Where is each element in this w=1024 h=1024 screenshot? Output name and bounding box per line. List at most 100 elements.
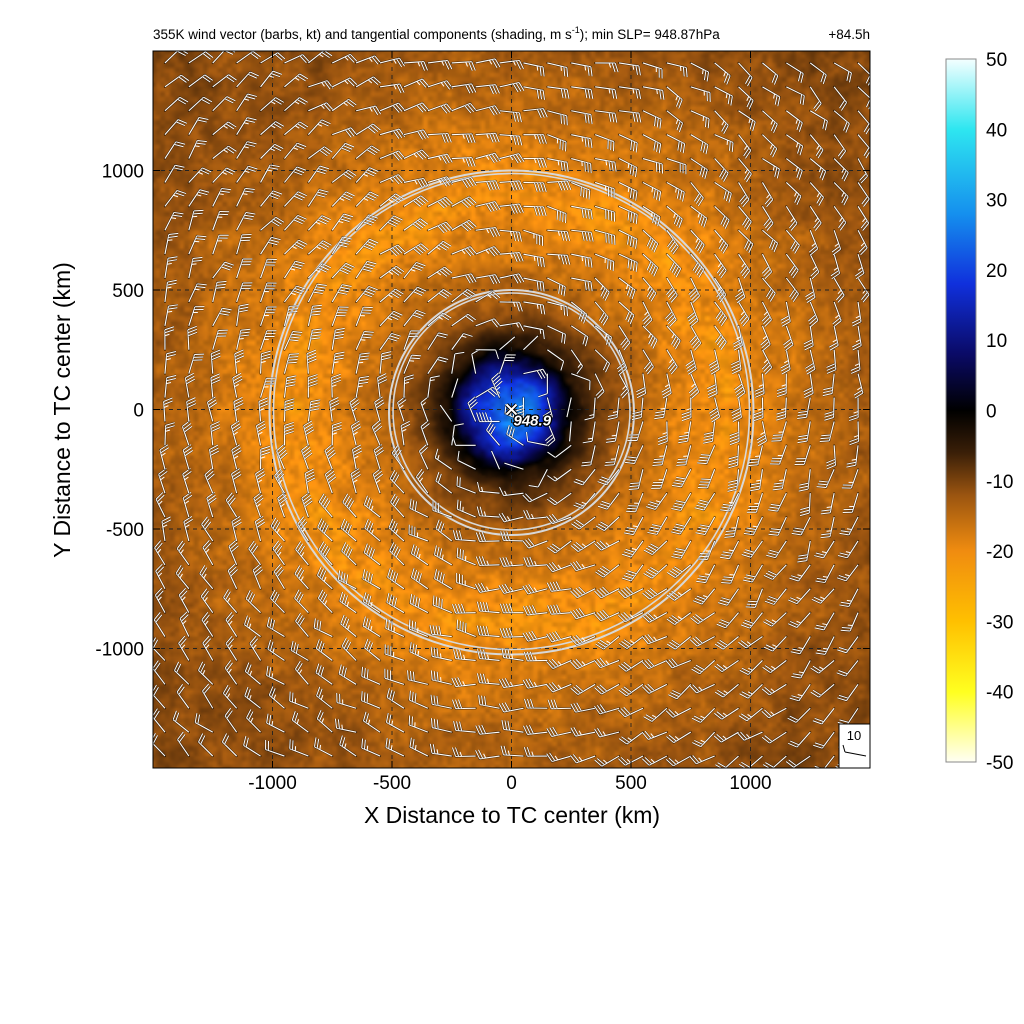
wind-barb <box>283 96 309 112</box>
wind-barb <box>283 352 300 375</box>
wind-barb <box>617 611 645 623</box>
wind-barb <box>331 53 358 65</box>
wind-barb <box>746 492 764 514</box>
wind-barb <box>767 492 788 513</box>
wind-barb <box>569 726 597 738</box>
wind-barb <box>570 276 594 292</box>
wind-barb <box>825 444 837 470</box>
wind-barb <box>331 98 357 112</box>
wind-barb <box>408 715 429 734</box>
wind-barb <box>300 443 313 471</box>
wind-barb <box>433 545 453 566</box>
wind-barb <box>235 303 249 327</box>
wind-barb <box>155 491 167 519</box>
wind-barb <box>761 85 781 107</box>
wind-barb <box>761 276 777 302</box>
wind-barb <box>391 444 406 471</box>
wind-barb <box>406 670 429 686</box>
wind-barb <box>641 300 654 328</box>
wind-barb <box>570 157 593 174</box>
wind-barb <box>594 85 618 100</box>
wind-barb <box>331 283 352 304</box>
wind-barb <box>378 82 405 94</box>
wind-barb <box>378 57 406 68</box>
wind-barb <box>542 396 554 423</box>
wind-barb <box>794 444 812 466</box>
wind-barb <box>307 118 331 136</box>
wind-barb <box>546 444 573 459</box>
wind-barb <box>665 181 686 202</box>
wind-barb <box>651 468 668 490</box>
wind-barb <box>833 109 851 133</box>
wind-barb <box>265 665 286 686</box>
wind-barb <box>787 731 812 749</box>
wind-barb <box>450 288 476 304</box>
wind-barb <box>617 109 642 123</box>
wind-barb <box>737 253 751 279</box>
range-ring-inner <box>392 292 631 531</box>
wind-barb <box>490 449 501 471</box>
wind-barb <box>355 104 382 116</box>
wind-barb <box>667 683 692 700</box>
wind-barb <box>187 256 203 280</box>
wind-barb <box>597 492 621 511</box>
wind-barb <box>498 229 523 242</box>
wind-barb <box>163 189 187 208</box>
wind-barb <box>372 467 384 495</box>
wind-barb <box>331 421 342 447</box>
wind-barb <box>314 663 334 686</box>
wind-barb <box>259 350 271 375</box>
wind-barb <box>499 603 525 614</box>
wind-barb <box>570 683 597 696</box>
wind-barb <box>474 132 501 143</box>
colorbar-tick-label: -40 <box>986 683 1013 704</box>
wind-barb <box>265 713 286 734</box>
wind-barb <box>545 513 573 525</box>
wind-barb <box>501 647 525 662</box>
wind-barb <box>652 444 668 467</box>
wind-barb <box>737 181 750 208</box>
wind-barb <box>809 253 820 280</box>
wind-barb <box>833 157 850 182</box>
wind-barb <box>738 707 764 722</box>
wind-barb <box>594 563 621 579</box>
wind-barb <box>780 300 792 328</box>
wind-barb <box>833 133 847 160</box>
y-axis-label: Y Distance to TC center (km) <box>49 262 75 558</box>
wind-barb <box>259 120 285 136</box>
wind-barb <box>798 468 812 493</box>
wind-barb <box>631 396 645 421</box>
wind-barb <box>716 611 740 629</box>
wind-barb <box>727 468 740 493</box>
wind-barb <box>259 216 285 232</box>
plot-area: 948.9 <box>153 51 870 768</box>
wind-barb <box>617 300 636 325</box>
wind-barb <box>334 718 358 734</box>
wind-barb <box>230 515 242 543</box>
wind-barb <box>570 133 593 149</box>
wind-barb <box>706 372 719 399</box>
wind-barb <box>466 396 479 423</box>
wind-barb <box>224 635 238 662</box>
wind-barb <box>809 181 825 207</box>
wind-barb <box>408 498 429 519</box>
wind-barb <box>570 181 591 200</box>
wind-barb <box>455 619 477 638</box>
wind-barb <box>283 214 307 232</box>
wind-barb <box>621 563 645 583</box>
wind-barb <box>201 683 214 710</box>
wind-barb <box>771 420 788 443</box>
wind-barb <box>349 467 362 495</box>
title-main: 355K wind vector (barbs, kt) and tangent… <box>153 27 572 42</box>
wind-barb <box>570 539 597 553</box>
wind-barb <box>713 659 740 673</box>
wind-barb <box>594 229 616 246</box>
wind-barb <box>450 422 464 447</box>
wind-barb <box>498 300 524 312</box>
wind-barb <box>235 233 252 256</box>
wind-barb <box>294 612 310 638</box>
wind-barb <box>474 749 501 760</box>
wind-barb <box>316 518 334 543</box>
wind-barb <box>754 372 766 399</box>
wind-barb <box>812 731 836 750</box>
